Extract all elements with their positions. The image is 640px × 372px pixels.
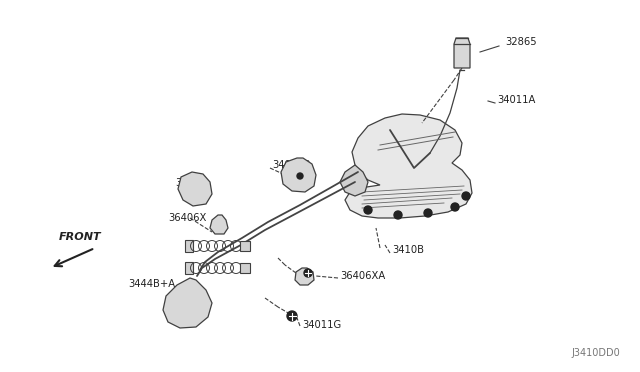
Polygon shape: [454, 38, 470, 68]
Text: 34011B: 34011B: [272, 160, 310, 170]
Polygon shape: [281, 158, 316, 192]
Text: FRONT: FRONT: [59, 232, 101, 242]
Polygon shape: [295, 268, 314, 285]
Circle shape: [364, 206, 372, 214]
Circle shape: [424, 209, 432, 217]
Circle shape: [297, 173, 303, 179]
Text: 3444B: 3444B: [175, 178, 207, 188]
Text: J3410DD0: J3410DD0: [572, 348, 620, 358]
Polygon shape: [210, 215, 228, 234]
Circle shape: [394, 211, 402, 219]
Text: 36406X: 36406X: [168, 213, 206, 223]
Text: 34011G: 34011G: [302, 320, 341, 330]
Circle shape: [287, 311, 297, 321]
Text: 36406XA: 36406XA: [340, 271, 385, 281]
Circle shape: [462, 192, 470, 200]
Bar: [185, 240, 193, 252]
Polygon shape: [178, 172, 212, 206]
Polygon shape: [340, 165, 368, 196]
Bar: [240, 241, 250, 251]
Text: 3410B: 3410B: [392, 245, 424, 255]
Text: 34011A: 34011A: [497, 95, 536, 105]
Polygon shape: [163, 278, 212, 328]
Circle shape: [304, 269, 312, 277]
Text: 32865: 32865: [505, 37, 536, 47]
Circle shape: [451, 203, 459, 211]
Bar: [240, 263, 250, 273]
Bar: [185, 262, 193, 274]
Polygon shape: [345, 114, 472, 218]
Text: 3444B+A: 3444B+A: [128, 279, 175, 289]
